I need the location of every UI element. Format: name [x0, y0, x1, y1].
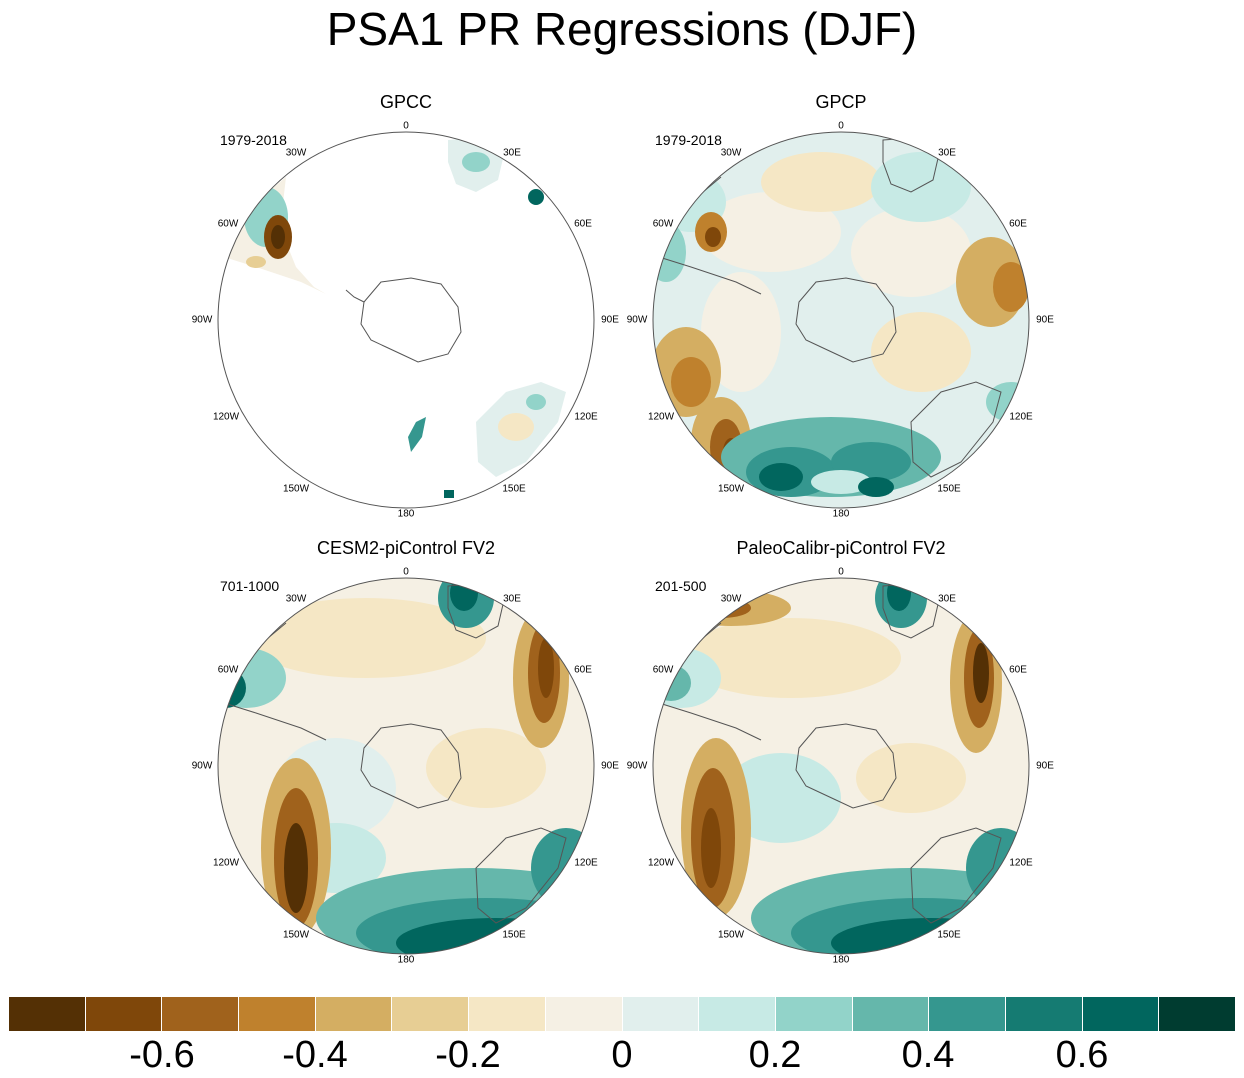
lon-label-120e: 120E	[1009, 411, 1033, 423]
figure-title: PSA1 PR Regressions (DJF)	[326, 3, 918, 55]
colorbar-swatch-3	[239, 997, 316, 1031]
colorbar-tick: -0.2	[435, 1034, 501, 1076]
lon-label-150e: 150E	[937, 929, 961, 941]
lon-label-150e: 150E	[937, 483, 961, 495]
panel-period: 201-500	[655, 578, 707, 594]
lon-label-90e: 90E	[1036, 760, 1054, 772]
colorbar-swatch-8	[622, 997, 700, 1031]
colorbar-swatch-7	[545, 997, 623, 1031]
colorbar-tick: 0.4	[901, 1034, 955, 1076]
antarctica-outline	[360, 277, 462, 363]
colorbar-tick: 0	[611, 1034, 633, 1076]
lon-label-90w: 90W	[626, 314, 648, 326]
lon-label-150w: 150W	[717, 929, 745, 941]
colorbar-swatch-13	[1005, 997, 1083, 1031]
map-panel-gpcp: GPCP 1979-2018	[621, 92, 1061, 532]
lon-label-30w: 30W	[720, 147, 742, 159]
colorbar-swatch-11	[852, 997, 930, 1031]
colorbar-tick: -0.6	[129, 1034, 195, 1076]
colorbar-swatch-5	[392, 997, 470, 1031]
colorbar-swatch-0	[9, 997, 86, 1031]
lon-label-30w: 30W	[720, 593, 742, 605]
lon-label-120w: 120W	[212, 857, 240, 869]
lon-label-150w: 150W	[282, 483, 310, 495]
lon-label-120w: 120W	[647, 411, 675, 423]
lon-label-30e: 30E	[938, 147, 956, 159]
lon-label-30w: 30W	[285, 147, 307, 159]
lon-label-120e: 120E	[574, 411, 598, 423]
colorbar-tick: 0.2	[748, 1034, 802, 1076]
colorbar-swatch-14	[1082, 997, 1160, 1031]
lon-label-90w: 90W	[626, 760, 648, 772]
colorbar-swatch-1	[85, 997, 163, 1031]
colorbar-swatch-9	[699, 997, 776, 1031]
panel-title: GPCP	[815, 92, 867, 112]
colorbar-swatch-4	[315, 997, 393, 1031]
panel-title: GPCC	[379, 92, 432, 112]
lon-label-30e: 30E	[938, 593, 956, 605]
lon-label-120w: 120W	[647, 857, 675, 869]
lon-label-0: 0	[403, 120, 409, 132]
lon-label-180: 180	[397, 954, 415, 966]
lon-label-120e: 120E	[1009, 857, 1033, 869]
lon-label-90w: 90W	[191, 760, 213, 772]
lon-label-30e: 30E	[503, 147, 521, 159]
lon-label-90e: 90E	[1036, 314, 1054, 326]
panel-period: 1979-2018	[655, 132, 722, 148]
lon-label-90w: 90W	[191, 314, 213, 326]
colorbar-tick: 0.6	[1055, 1034, 1109, 1076]
lon-label-30w: 30W	[285, 593, 307, 605]
polar-map-gpcp	[652, 131, 1030, 509]
lon-label-120w: 120W	[212, 411, 240, 423]
colorbar-swatch-15	[1159, 997, 1235, 1031]
panel-title: PaleoCalibr-piControl FV2	[736, 538, 946, 558]
lon-label-60e: 60E	[574, 218, 592, 230]
lon-label-90e: 90E	[601, 314, 619, 326]
lon-label-60w: 60W	[652, 664, 674, 676]
polar-map-gpcc	[217, 131, 595, 509]
lon-label-180: 180	[832, 954, 850, 966]
colorbar-swatch-6	[469, 997, 546, 1031]
lon-label-60w: 60W	[217, 218, 239, 230]
lon-label-90e: 90E	[601, 760, 619, 772]
lon-label-150e: 150E	[502, 929, 526, 941]
colorbar-tick: -0.4	[282, 1034, 348, 1076]
lon-label-30e: 30E	[503, 593, 521, 605]
lon-label-180: 180	[397, 508, 415, 520]
map-panel-cesm2: CESM2-piControl FV2 701-1000	[186, 538, 626, 978]
lon-label-0: 0	[838, 566, 844, 578]
colorbar-swatch-12	[929, 997, 1006, 1031]
lon-label-0: 0	[403, 566, 409, 578]
lon-label-60w: 60W	[652, 218, 674, 230]
panel-period: 701-1000	[220, 578, 280, 594]
new-zealand-land	[408, 417, 426, 452]
panel-period: 1979-2018	[220, 132, 287, 148]
polar-map-cesm2	[217, 577, 595, 955]
lon-label-150e: 150E	[502, 483, 526, 495]
colorbar	[9, 997, 1235, 1031]
lon-label-180: 180	[832, 508, 850, 520]
panel-title: CESM2-piControl FV2	[316, 538, 496, 558]
colorbar-swatch-2	[162, 997, 240, 1031]
lon-label-60e: 60E	[574, 664, 592, 676]
lon-label-60w: 60W	[217, 664, 239, 676]
lon-label-0: 0	[838, 120, 844, 132]
lon-label-120e: 120E	[574, 857, 598, 869]
map-panel-paleocalibr: PaleoCalibr-piControl FV2 201-500	[621, 538, 1061, 978]
lon-label-60e: 60E	[1009, 218, 1027, 230]
map-panel-gpcc: GPCC 1979-2018 0 30W	[186, 92, 626, 532]
colorbar-swatch-10	[775, 997, 853, 1031]
lon-label-150w: 150W	[282, 929, 310, 941]
lon-label-150w: 150W	[717, 483, 745, 495]
polar-map-paleocalibr	[652, 577, 1030, 955]
lon-label-60e: 60E	[1009, 664, 1027, 676]
